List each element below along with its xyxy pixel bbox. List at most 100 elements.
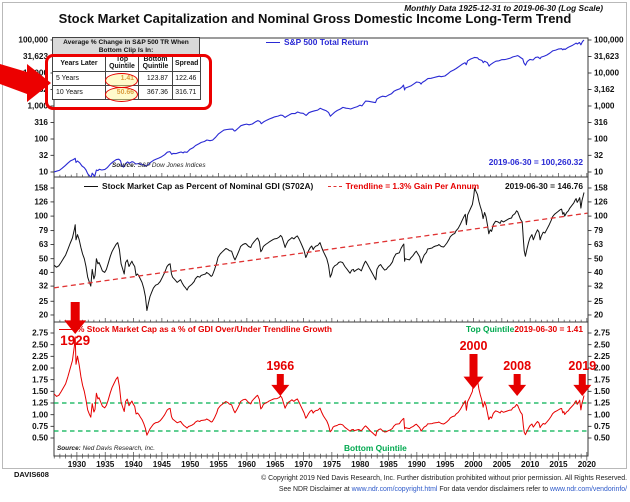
y-tick-label: 100: [594, 212, 608, 221]
y-tick-label: 25: [39, 297, 49, 306]
sp500-line: [54, 39, 585, 177]
down-arrow-icon: [271, 374, 290, 396]
x-tick-label: 1955: [209, 460, 228, 469]
x-tick-label: 1970: [294, 460, 313, 469]
trendline-swatch-icon: [327, 186, 342, 187]
y-tick-label: 31,623: [594, 52, 619, 61]
y-tick-label: 0.50: [32, 434, 48, 443]
y-tick-label: 2.25: [32, 352, 48, 361]
x-tick-label: 2010: [521, 460, 540, 469]
panel1-source: Source: S&P Dow Jones Indices: [112, 162, 206, 169]
y-tick-label: 1.00: [32, 410, 48, 419]
panel3-source: Source: Ned Davis Research, Inc.: [57, 445, 156, 452]
table-header-row: Years Later Top Quintile Bottom Quintile S…: [52, 55, 202, 72]
y-tick-label: 1.50: [594, 387, 610, 396]
y-tick-label: 32: [39, 151, 49, 160]
y-tick-label: 2.25: [594, 352, 610, 361]
y-tick-label: 2.00: [32, 364, 48, 373]
y-tick-label: 79: [39, 226, 49, 235]
x-tick-label: 2005: [493, 460, 512, 469]
report-code: DAVIS608: [14, 470, 49, 479]
x-tick-label: 1995: [436, 460, 455, 469]
y-tick-label: 0.50: [594, 434, 610, 443]
vendorinfo-link[interactable]: www.ndr.com/vendorinfo/: [550, 485, 627, 493]
mktcap-line-swatch-icon: [84, 186, 98, 187]
year-annotation: 2019: [568, 359, 596, 373]
sp500-line-swatch-icon: [266, 42, 280, 43]
year-annotation: 2000: [460, 339, 488, 353]
down-arrow-icon: [508, 374, 527, 396]
copyright-line2: See NDR Disclaimer at www.ndr.com/copyri…: [278, 485, 627, 493]
y-tick-label: 1.75: [594, 375, 610, 384]
x-tick-label: 1990: [408, 460, 427, 469]
y-tick-label: 0.75: [32, 422, 48, 431]
y-tick-label: 1.25: [32, 399, 48, 408]
y-tick-label: 40: [594, 268, 604, 277]
y-tick-label: 100,000: [594, 36, 624, 45]
y-tick-label: 1.25: [594, 399, 610, 408]
mktcap-line: [54, 187, 585, 311]
chart-subtitle: Monthly Data 1925-12-31 to 2019-06-30 (L…: [404, 3, 603, 13]
y-tick-label: 2.00: [594, 364, 610, 373]
y-tick-label: 32: [39, 282, 49, 291]
x-tick-label: 2015: [549, 460, 568, 469]
copyright-link[interactable]: www.ndr.com/copyright.html: [351, 485, 438, 493]
y-tick-label: 20: [39, 311, 49, 320]
y-tick-label: 126: [594, 198, 608, 207]
top-quintile-label: Top Quintile: [466, 324, 515, 334]
y-tick-label: 40: [39, 268, 49, 277]
mktcap-end-value: 2019-06-30 = 146.76: [504, 181, 583, 191]
x-tick-label: 1965: [266, 460, 285, 469]
x-tick-label: 2020: [578, 460, 597, 469]
x-tick-label: 2000: [464, 460, 483, 469]
down-arrow-icon: [64, 302, 87, 334]
y-tick-label: 1.75: [32, 375, 48, 384]
y-tick-label: 10,000: [594, 69, 619, 78]
x-tick-label: 1975: [323, 460, 342, 469]
ratio-end-value: 2019-06-30 = 1.41: [514, 324, 583, 334]
year-annotation: 2008: [503, 359, 531, 373]
x-tick-label: 1935: [96, 460, 115, 469]
y-tick-label: 2.50: [32, 340, 48, 349]
big-red-arrow-icon: [0, 64, 51, 102]
y-tick-label: 1.50: [32, 387, 48, 396]
ratio-legend: % Stock Market Cap as a % of GDI Over/Un…: [59, 324, 332, 334]
x-tick-label: 1980: [351, 460, 370, 469]
y-tick-label: 100: [34, 212, 48, 221]
trendline-legend: Trendline = 1.3% Gain Per Annum: [327, 181, 479, 191]
sp500-end-value: 2019-06-30 = 100,260.32: [488, 157, 583, 167]
circle-annotation-1-41: [105, 73, 138, 88]
y-tick-label: 31,623: [23, 52, 48, 61]
page-title: Stock Market Capitalization and Nominal …: [58, 11, 572, 26]
y-tick-label: 63: [39, 240, 49, 249]
down-arrow-icon: [463, 354, 484, 389]
year-annotation: 1929: [60, 333, 90, 348]
y-tick-label: 100: [594, 135, 608, 144]
down-arrow-icon: [573, 374, 592, 396]
x-tick-label: 1950: [181, 460, 200, 469]
y-tick-label: 10: [39, 168, 49, 177]
y-tick-label: 126: [34, 198, 48, 207]
y-tick-label: 2.75: [594, 329, 610, 338]
y-tick-label: 158: [594, 184, 608, 193]
x-tick-label: 1940: [124, 460, 143, 469]
y-tick-label: 20: [594, 311, 604, 320]
panel-3-border: [53, 321, 589, 457]
ratio-line-swatch-icon: [59, 329, 73, 330]
y-tick-label: 158: [34, 184, 48, 193]
y-tick-label: 32: [594, 151, 604, 160]
y-tick-label: 316: [34, 118, 48, 127]
ratio-line: [54, 336, 585, 437]
circle-annotation-50-66: [105, 87, 138, 102]
sp500-legend: S&P 500 Total Return: [266, 37, 368, 47]
y-tick-label: 2.75: [32, 329, 48, 338]
y-tick-label: 1.00: [594, 410, 610, 419]
y-tick-label: 10: [594, 168, 604, 177]
x-tick-label: 1985: [379, 460, 398, 469]
y-tick-label: 1,000: [594, 102, 615, 111]
y-tick-label: 2.50: [594, 340, 610, 349]
x-tick-label: 1960: [238, 460, 257, 469]
y-tick-label: 1,000: [28, 102, 49, 111]
year-annotation: 1966: [266, 359, 294, 373]
